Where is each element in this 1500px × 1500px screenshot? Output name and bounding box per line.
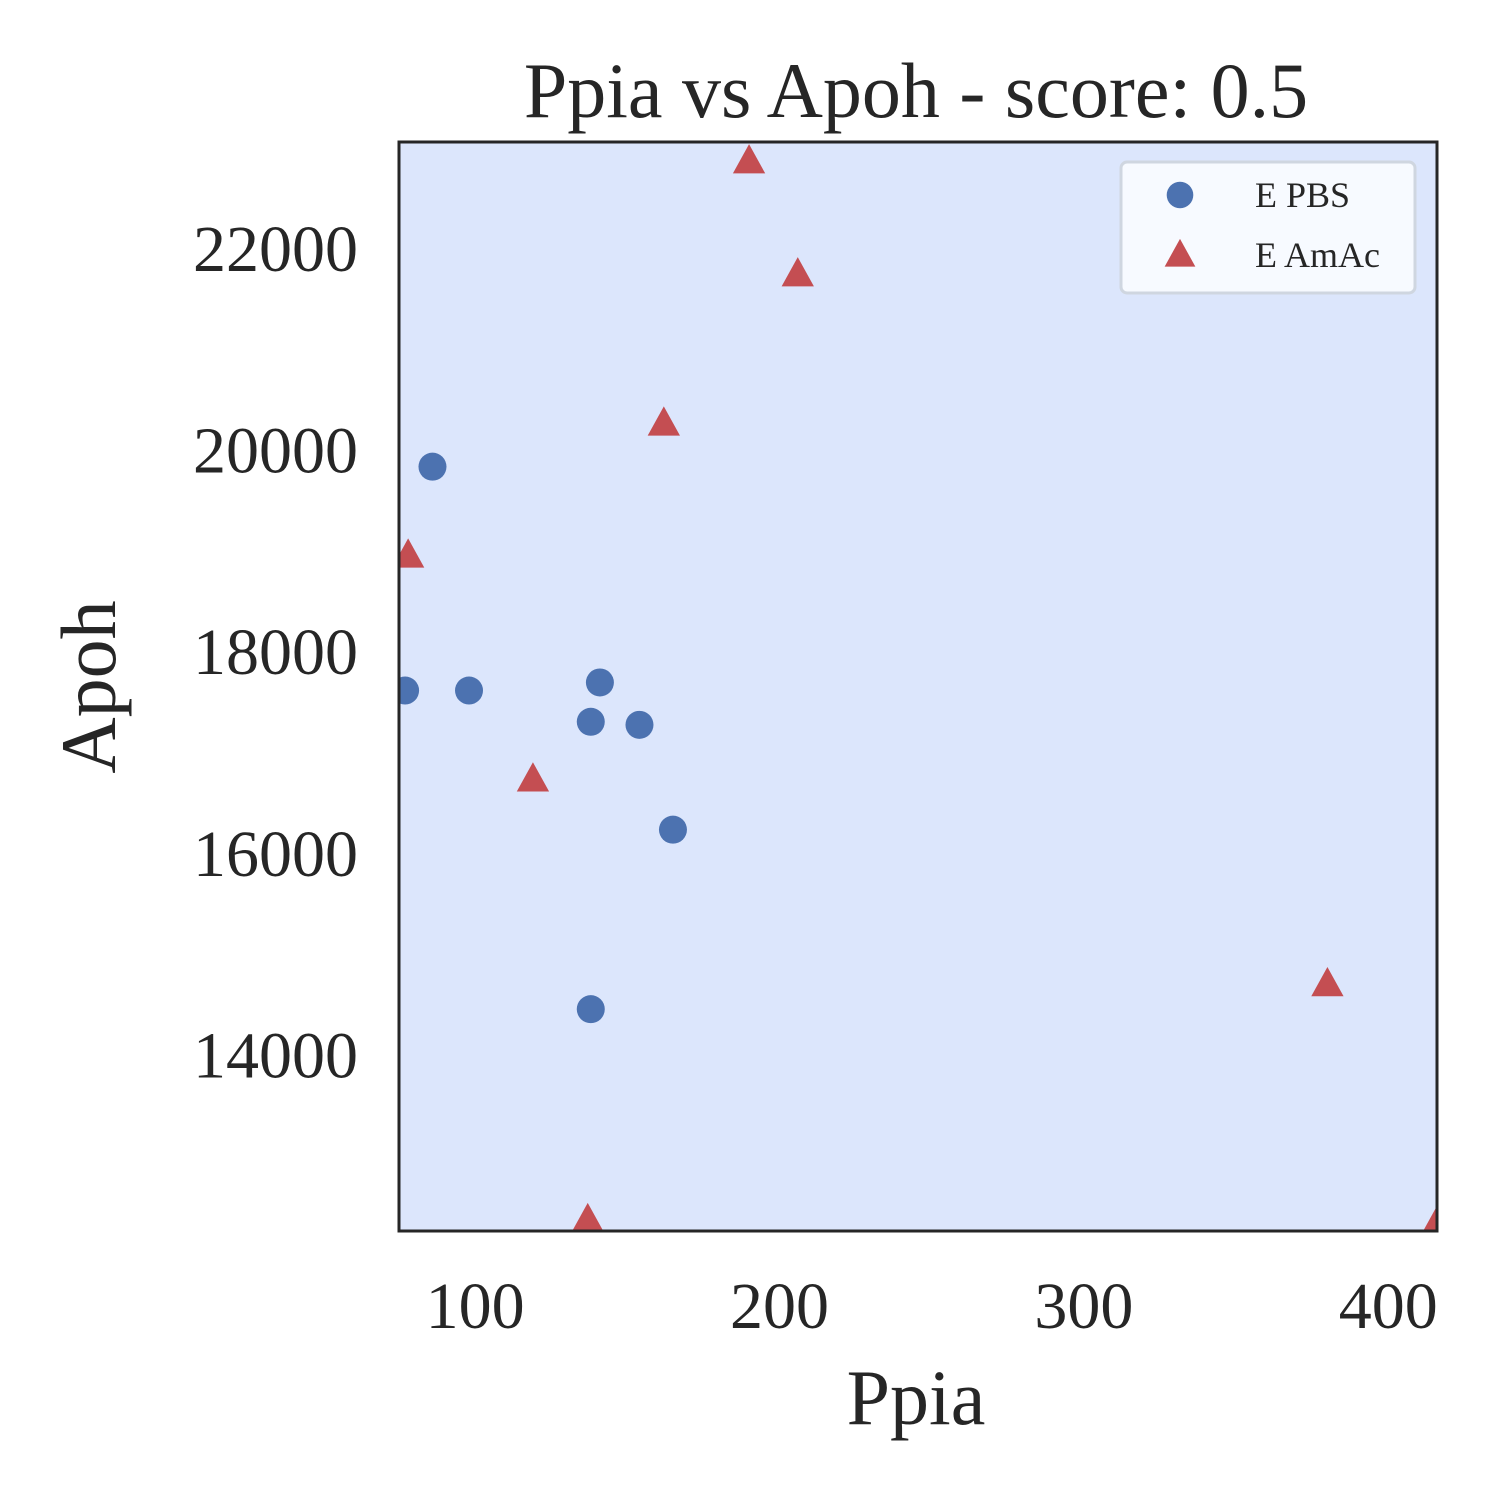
legend-marker-triangle-icon xyxy=(1164,238,1196,267)
legend-label: E PBS xyxy=(1255,175,1350,215)
data-point-e-amac xyxy=(732,144,766,174)
data-point-e-amac xyxy=(399,538,425,568)
data-point-e-pbs xyxy=(576,995,605,1024)
data-point-e-amac xyxy=(1311,966,1344,997)
x-tick-label: 300 xyxy=(1034,1270,1133,1343)
data-point-e-pbs xyxy=(576,707,605,736)
legend-marker-circle-icon xyxy=(1166,181,1194,209)
legend: E PBS E AmAc xyxy=(1119,160,1417,295)
chart-title: Ppia vs Apoh - score: 0.5 xyxy=(524,47,1308,134)
y-tick-label: 18000 xyxy=(193,616,358,689)
x-tick-label: 400 xyxy=(1339,1270,1438,1343)
y-tick-label: 20000 xyxy=(193,415,358,488)
data-point-e-amac xyxy=(781,257,814,287)
plot-frame xyxy=(397,140,1439,1233)
y-tick-label: 16000 xyxy=(193,818,358,891)
legend-items: E PBS E AmAc xyxy=(1164,175,1380,275)
data-point-e-pbs xyxy=(625,710,654,739)
data-point-e-pbs xyxy=(585,668,614,697)
x-tick-label: 100 xyxy=(426,1270,525,1343)
x-axis-label: Ppia xyxy=(847,1354,986,1441)
y-tick-label: 22000 xyxy=(193,213,358,286)
legend-box xyxy=(1119,160,1417,295)
y-tick-label: 14000 xyxy=(193,1020,358,1093)
y-tick-labels: 14000 16000 18000 20000 22000 xyxy=(193,213,358,1093)
data-point-e-amac xyxy=(572,1202,604,1231)
x-tick-labels: 100 200 300 400 xyxy=(426,1270,1438,1343)
data-point-e-pbs xyxy=(418,452,447,481)
points-layer xyxy=(399,144,1437,1231)
y-axis-label: Apoh xyxy=(45,600,132,773)
data-point-e-pbs xyxy=(455,676,484,705)
data-point-e-pbs xyxy=(399,676,420,705)
plot-area xyxy=(399,142,1437,1231)
legend-label: E AmAc xyxy=(1255,235,1380,275)
data-point-e-amac xyxy=(1423,1205,1437,1231)
data-point-e-amac xyxy=(516,762,550,792)
data-point-e-pbs xyxy=(658,815,687,844)
x-tick-label: 200 xyxy=(730,1270,829,1343)
data-point-e-amac xyxy=(647,406,680,436)
